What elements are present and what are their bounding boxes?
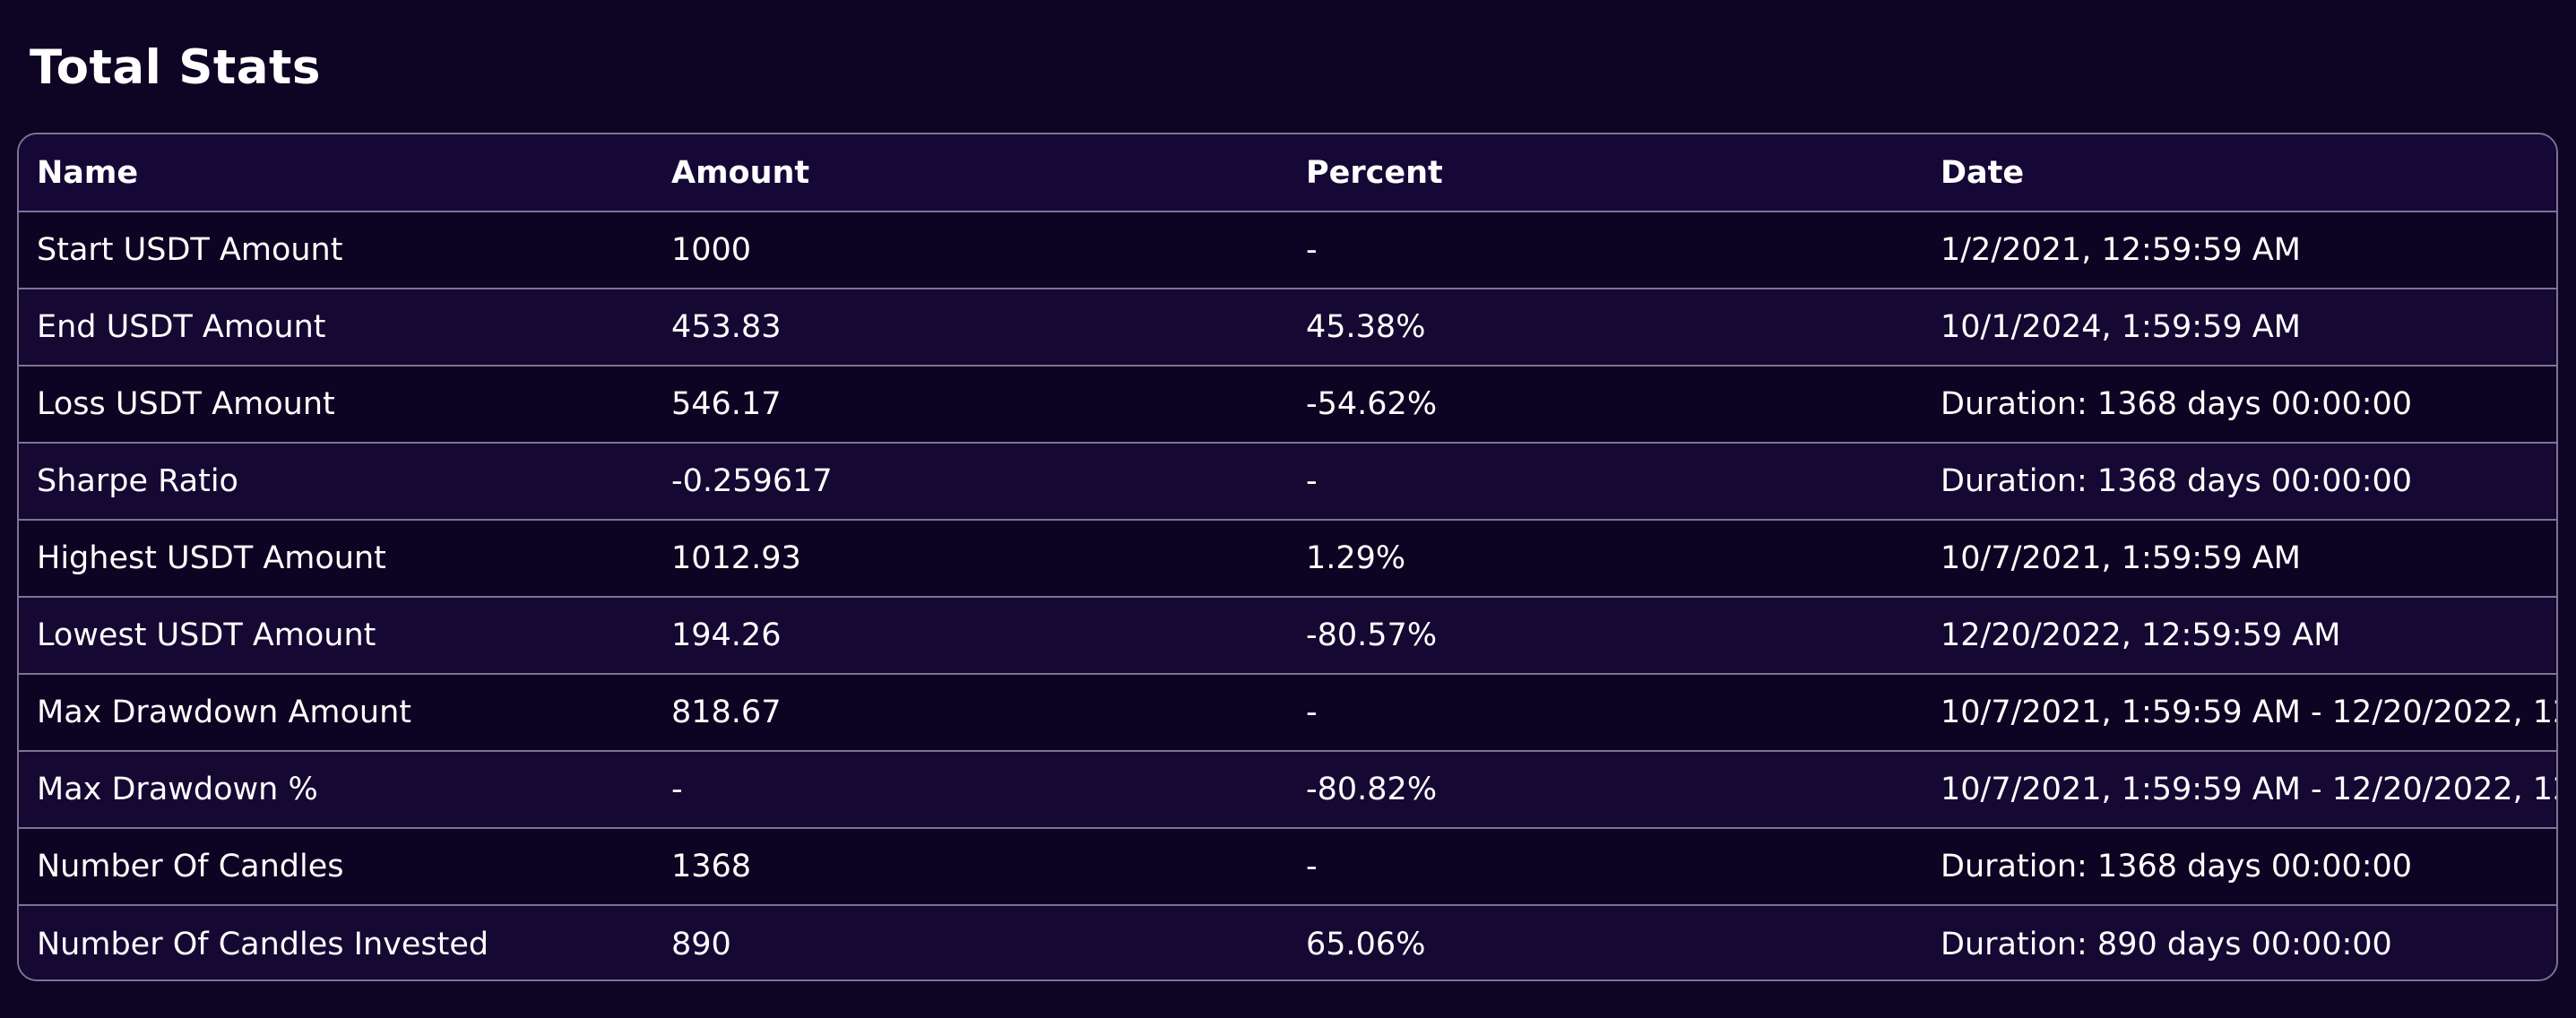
cell-amount: -0.259617 — [671, 463, 833, 499]
cell-percent: -80.57% — [1306, 617, 1438, 653]
cell-percent: - — [1306, 232, 1318, 268]
cell-percent: - — [1306, 694, 1318, 730]
cell-date: Duration: 1368 days 00:00:00 — [1941, 849, 2413, 884]
table-row: Highest USDT Amount 1012.93 1.29% 10/7/2… — [19, 520, 2556, 597]
table-body: Start USDT Amount 1000 - 1/2/2021, 12:59… — [19, 211, 2556, 979]
cell-date: 10/1/2024, 1:59:59 AM — [1941, 309, 2301, 345]
cell-name: Highest USDT Amount — [37, 540, 386, 576]
cell-name: Number Of Candles — [37, 849, 344, 884]
cell-amount: 453.83 — [671, 309, 782, 345]
cell-percent: 65.06% — [1306, 926, 1426, 962]
cell-name: Max Drawdown % — [37, 772, 318, 807]
cell-percent: -80.82% — [1306, 772, 1438, 807]
column-header-name: Name — [19, 134, 653, 212]
page-title: Total Stats — [30, 40, 321, 95]
cell-name: Loss USDT Amount — [37, 386, 335, 422]
cell-amount: 1012.93 — [671, 540, 801, 576]
cell-name: Sharpe Ratio — [37, 463, 238, 499]
cell-date: 10/7/2021, 1:59:59 AM - 12/20/2022, 12:5… — [1941, 694, 2556, 730]
cell-name: Max Drawdown Amount — [37, 694, 412, 730]
cell-date: 12/20/2022, 12:59:59 AM — [1941, 617, 2341, 653]
cell-date: Duration: 890 days 00:00:00 — [1941, 926, 2392, 962]
cell-amount: 194.26 — [671, 617, 782, 653]
cell-amount: 1000 — [671, 232, 752, 268]
cell-date: Duration: 1368 days 00:00:00 — [1941, 463, 2413, 499]
cell-amount: 890 — [671, 926, 731, 962]
cell-date: Duration: 1368 days 00:00:00 — [1941, 386, 2413, 422]
table-row: Start USDT Amount 1000 - 1/2/2021, 12:59… — [19, 211, 2556, 289]
cell-percent: - — [1306, 849, 1318, 884]
cell-date: 10/7/2021, 1:59:59 AM — [1941, 540, 2301, 576]
table-row: Max Drawdown % - -80.82% 10/7/2021, 1:59… — [19, 751, 2556, 828]
table-row: Loss USDT Amount 546.17 -54.62% Duration… — [19, 366, 2556, 443]
cell-percent: -54.62% — [1306, 386, 1438, 422]
cell-name: Number Of Candles Invested — [37, 926, 489, 962]
cell-percent: 45.38% — [1306, 309, 1426, 345]
cell-date: 1/2/2021, 12:59:59 AM — [1941, 232, 2301, 268]
table-row: Number Of Candles Invested 890 65.06% Du… — [19, 905, 2556, 979]
cell-percent: 1.29% — [1306, 540, 1406, 576]
cell-name: Start USDT Amount — [37, 232, 343, 268]
stats-table: Name Amount Percent Date Start USDT Amou… — [19, 134, 2556, 979]
column-header-percent: Percent — [1288, 134, 1923, 212]
cell-name: Lowest USDT Amount — [37, 617, 376, 653]
table-row: Sharpe Ratio -0.259617 - Duration: 1368 … — [19, 443, 2556, 520]
cell-date: 10/7/2021, 1:59:59 AM - 12/20/2022, 12:5… — [1941, 772, 2556, 807]
table-header-row: Name Amount Percent Date — [19, 134, 2556, 212]
table-row: Number Of Candles 1368 - Duration: 1368 … — [19, 828, 2556, 905]
cell-amount: 1368 — [671, 849, 752, 884]
cell-percent: - — [1306, 463, 1318, 499]
table-row: End USDT Amount 453.83 45.38% 10/1/2024,… — [19, 289, 2556, 366]
cell-amount: 818.67 — [671, 694, 782, 730]
stats-table-container: Name Amount Percent Date Start USDT Amou… — [17, 133, 2558, 981]
column-header-amount: Amount — [653, 134, 1288, 212]
cell-amount: - — [671, 772, 683, 807]
cell-name: End USDT Amount — [37, 309, 326, 345]
table-row: Lowest USDT Amount 194.26 -80.57% 12/20/… — [19, 597, 2556, 674]
table-row: Max Drawdown Amount 818.67 - 10/7/2021, … — [19, 674, 2556, 751]
column-header-date: Date — [1923, 134, 2556, 212]
cell-amount: 546.17 — [671, 386, 782, 422]
